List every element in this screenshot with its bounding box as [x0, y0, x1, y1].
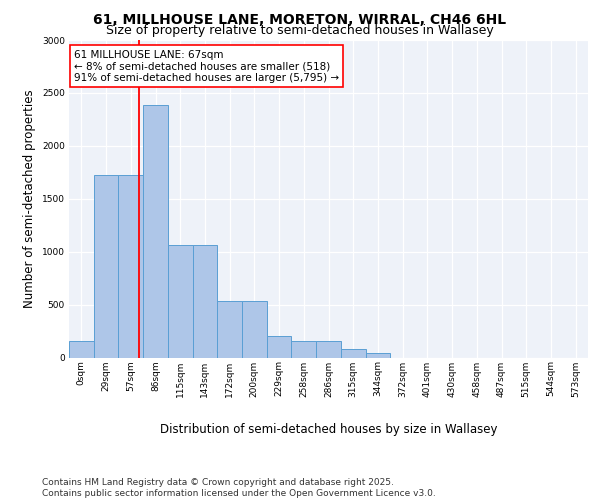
Text: Distribution of semi-detached houses by size in Wallasey: Distribution of semi-detached houses by … — [160, 422, 497, 436]
Bar — [217, 302, 242, 358]
Bar — [316, 341, 341, 357]
Bar — [365, 354, 390, 358]
Bar — [143, 104, 168, 358]
Bar — [267, 336, 292, 357]
Bar — [341, 349, 365, 358]
Bar — [193, 246, 217, 358]
Bar — [118, 176, 143, 358]
Text: Size of property relative to semi-detached houses in Wallasey: Size of property relative to semi-detach… — [106, 24, 494, 37]
Bar — [168, 246, 193, 358]
Bar — [292, 340, 316, 357]
Text: 61, MILLHOUSE LANE, MORETON, WIRRAL, CH46 6HL: 61, MILLHOUSE LANE, MORETON, WIRRAL, CH4… — [94, 12, 506, 26]
Text: Contains HM Land Registry data © Crown copyright and database right 2025.
Contai: Contains HM Land Registry data © Crown c… — [42, 478, 436, 498]
Bar — [242, 302, 267, 358]
Text: 61 MILLHOUSE LANE: 67sqm
← 8% of semi-detached houses are smaller (518)
91% of s: 61 MILLHOUSE LANE: 67sqm ← 8% of semi-de… — [74, 50, 340, 82]
Y-axis label: Number of semi-detached properties: Number of semi-detached properties — [23, 90, 36, 308]
Bar — [69, 341, 94, 357]
Bar — [94, 176, 118, 358]
